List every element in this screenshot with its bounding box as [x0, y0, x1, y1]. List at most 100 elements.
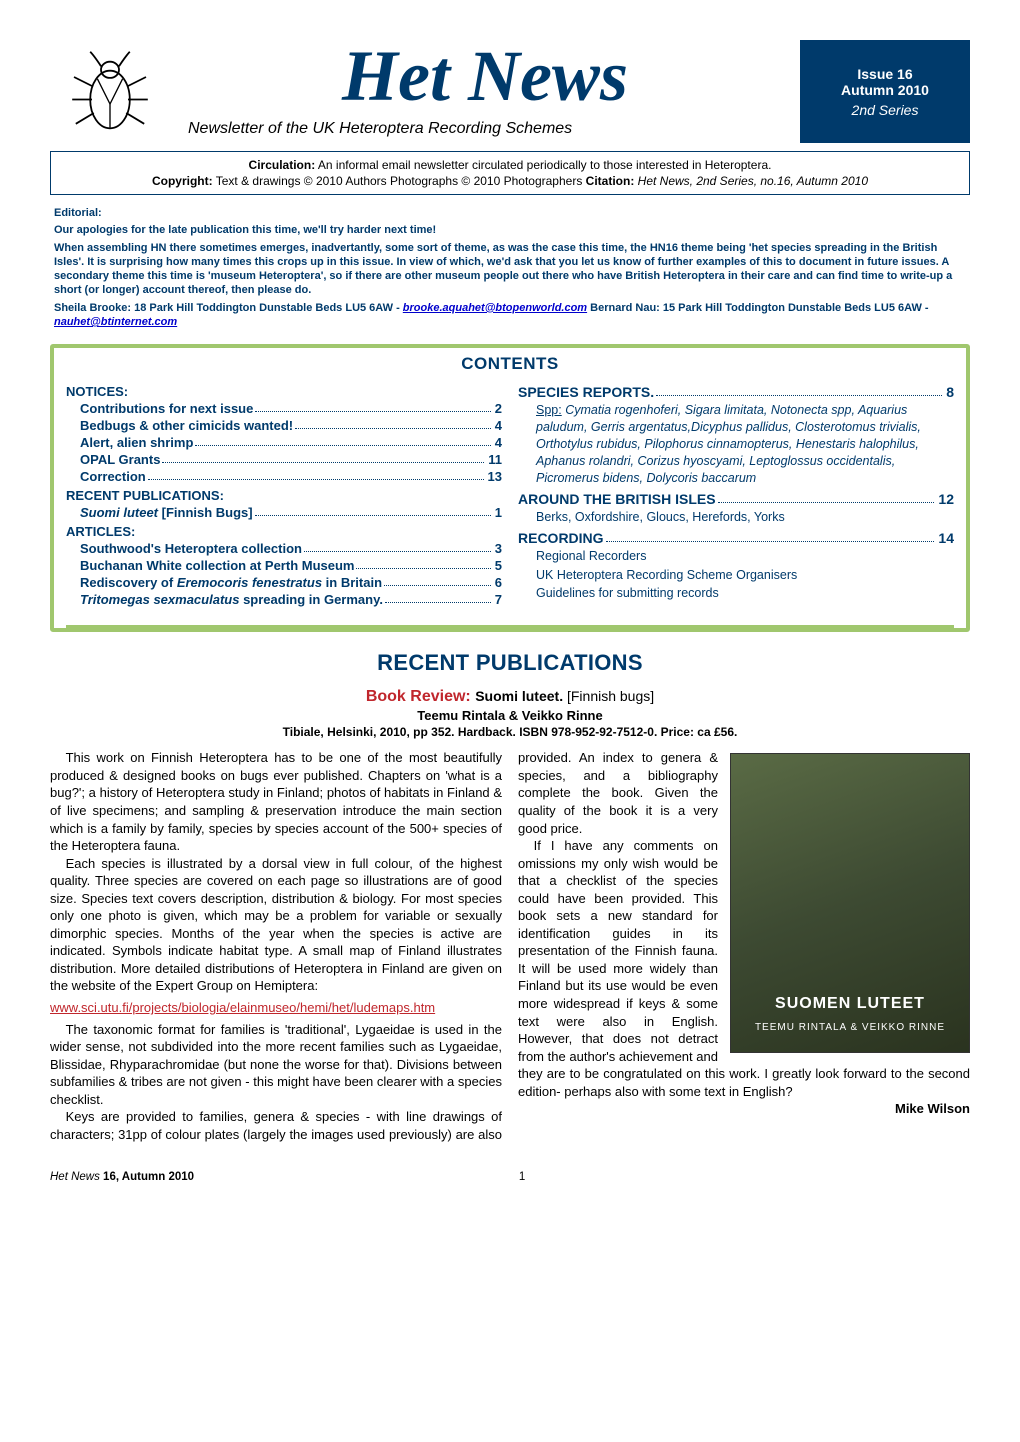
toc-section-recording[interactable]: RECORDING 14 — [518, 530, 954, 546]
review-p2: Each species is illustrated by a dorsal … — [50, 855, 502, 995]
toc-plain: Rediscovery of — [80, 575, 177, 590]
editorial-block: Editorial: Our apologies for the late pu… — [50, 201, 970, 334]
editorial-p1: Our apologies for the late publication t… — [54, 223, 966, 237]
toc-leader — [295, 418, 491, 429]
review-author-signature: Mike Wilson — [518, 1100, 970, 1118]
contents-box: CONTENTS NOTICES: Contributions for next… — [50, 344, 970, 632]
toc-entry[interactable]: OPAL Grants11 — [80, 452, 502, 467]
toc-page: 14 — [938, 530, 954, 546]
footer-issue: 16, Autumn 2010 — [100, 1171, 194, 1183]
page-footer: Het News 16, Autumn 2010 1 — [50, 1171, 970, 1183]
toc-section-around[interactable]: AROUND THE BRITISH ISLES 12 — [518, 491, 954, 507]
toc-page: 2 — [495, 401, 502, 416]
toc-section-recent: RECENT PUBLICATIONS: — [66, 488, 502, 503]
contents-left-col: NOTICES: Contributions for next issue 2 B… — [66, 380, 510, 609]
toc-section-notices: NOTICES: — [66, 384, 502, 399]
contact1-name: Sheila Brooke: 18 Park Hill Toddington D… — [54, 302, 403, 314]
toc-text: RECORDING — [518, 530, 604, 546]
review-label: Book Review: — [366, 688, 475, 705]
review-authors: Teemu Rintala & Veikko Rinne — [50, 708, 970, 723]
contact2-email-link[interactable]: nauhet@btinternet.com — [54, 316, 177, 328]
editorial-p2: When assembling HN there sometimes emerg… — [54, 241, 966, 298]
toc-entry[interactable]: Correction13 — [80, 469, 502, 484]
toc-spp-names: Cymatia rogenhoferi, Sigara limitata, No… — [536, 403, 921, 485]
toc-section-articles: ARTICLES: — [66, 524, 502, 539]
masthead-center: Het News Newsletter of the UK Heteropter… — [170, 40, 800, 143]
toc-italic: Tritomegas sexmaculatus — [80, 592, 239, 607]
toc-leader — [384, 575, 491, 586]
review-p3: The taxonomic format for families is 'tr… — [50, 1021, 502, 1109]
contents-columns: NOTICES: Contributions for next issue 2 B… — [54, 376, 966, 619]
toc-entry[interactable]: Buchanan White collection at Perth Museu… — [80, 558, 502, 573]
toc-text: Rediscovery of Eremocoris fenestratus in… — [80, 575, 382, 590]
toc-italic: Suomi luteet — [80, 505, 158, 520]
toc-entry[interactable]: Southwood's Heteroptera collection3 — [80, 541, 502, 556]
review-pubinfo: Tibiale, Helsinki, 2010, pp 352. Hardbac… — [50, 725, 970, 739]
footer-spacer — [850, 1171, 970, 1183]
toc-leader — [162, 452, 484, 463]
toc-page: 8 — [946, 384, 954, 400]
cover-main-text: SUOMEN LUTEET — [775, 995, 925, 1012]
toc-page: 1 — [495, 505, 502, 520]
toc-text: AROUND THE BRITISH ISLES — [518, 491, 716, 507]
toc-leader — [148, 469, 484, 480]
toc-text: Correction — [80, 469, 146, 484]
cover-sub-text: TEEMU RINTALA & VEIKKO RINNE — [755, 1022, 945, 1033]
copyright-label: Copyright: — [152, 174, 213, 188]
copyright-text: Text & drawings © 2010 Authors Photograp… — [213, 174, 586, 188]
newsletter-subtitle: Newsletter of the UK Heteroptera Recordi… — [180, 120, 790, 138]
contents-header: CONTENTS — [54, 348, 966, 376]
toc-section-species[interactable]: SPECIES REPORTS.8 — [518, 384, 954, 400]
toc-leader — [385, 592, 491, 603]
toc-entry[interactable]: Bedbugs & other cimicids wanted!4 — [80, 418, 502, 433]
toc-plain: in Britain — [322, 575, 382, 590]
book-cover-figure: SUOMEN LUTEET TEEMU RINTALA & VEIKKO RIN… — [730, 753, 970, 1053]
toc-entry[interactable]: Alert, alien shrimp4 — [80, 435, 502, 450]
toc-page: 4 — [495, 418, 502, 433]
issue-badge: Issue 16 Autumn 2010 2nd Series — [800, 40, 970, 143]
editorial-contacts: Sheila Brooke: 18 Park Hill Toddington D… — [54, 301, 966, 330]
toc-page: 7 — [495, 592, 502, 607]
toc-leader — [356, 558, 490, 569]
toc-plain: spreading in Germany. — [239, 592, 383, 607]
article-body: This work on Finnish Heteroptera has to … — [50, 749, 970, 1143]
circulation-box: Circulation: An informal email newslette… — [50, 151, 970, 195]
toc-page: 11 — [488, 452, 502, 467]
toc-text: Contributions for next issue — [80, 401, 253, 416]
contents-right-col: SPECIES REPORTS.8 Spp: Cymatia rogenhofe… — [510, 380, 954, 609]
footer-page-number: 1 — [519, 1171, 525, 1183]
contact1-email-link[interactable]: brooke.aquahet@btopenworld.com — [403, 302, 587, 314]
toc-spp-label[interactable]: Spp: — [536, 403, 562, 417]
circulation-line: Circulation: An informal email newslette… — [61, 158, 959, 172]
toc-plain: [Finnish Bugs] — [158, 505, 253, 520]
toc-leader — [304, 541, 491, 552]
review-suffix: [Finnish bugs] — [563, 688, 654, 704]
review-link[interactable]: www.sci.utu.fi/projects/biologia/elainmu… — [50, 1000, 435, 1015]
toc-recording-sub: UK Heteroptera Recording Scheme Organise… — [536, 567, 954, 584]
toc-page: 5 — [495, 558, 502, 573]
toc-entry[interactable]: Suomi luteet [Finnish Bugs] 1 — [80, 505, 502, 520]
copyright-line: Copyright: Text & drawings © 2010 Author… — [61, 174, 959, 188]
toc-page: 12 — [938, 491, 954, 507]
toc-leader — [718, 491, 935, 503]
review-title: Suomi luteet. — [475, 688, 563, 704]
toc-entry[interactable]: Contributions for next issue 2 — [80, 401, 502, 416]
contact2-name: Bernard Nau: 15 Park Hill Toddington Dun… — [587, 302, 928, 314]
footer-journal: Het News — [50, 1171, 100, 1183]
toc-leader — [255, 505, 491, 516]
issue-number: Issue 16 — [857, 66, 912, 82]
toc-text: Buchanan White collection at Perth Museu… — [80, 558, 354, 573]
book-cover-title: SUOMEN LUTEET TEEMU RINTALA & VEIKKO RIN… — [731, 993, 969, 1036]
toc-text: Alert, alien shrimp — [80, 435, 193, 450]
issue-season: Autumn 2010 — [841, 82, 929, 98]
review-p1: This work on Finnish Heteroptera has to … — [50, 749, 502, 854]
toc-leader — [606, 530, 935, 542]
toc-leader — [656, 384, 942, 396]
toc-text: Suomi luteet [Finnish Bugs] — [80, 505, 253, 520]
toc-text: Southwood's Heteroptera collection — [80, 541, 302, 556]
newsletter-title: Het News — [180, 40, 790, 112]
toc-entry[interactable]: Tritomegas sexmaculatus spreading in Ger… — [80, 592, 502, 607]
toc-entry[interactable]: Rediscovery of Eremocoris fenestratus in… — [80, 575, 502, 590]
contents-rule — [66, 625, 954, 628]
toc-species-list: Spp: Cymatia rogenhoferi, Sigara limitat… — [536, 402, 954, 486]
